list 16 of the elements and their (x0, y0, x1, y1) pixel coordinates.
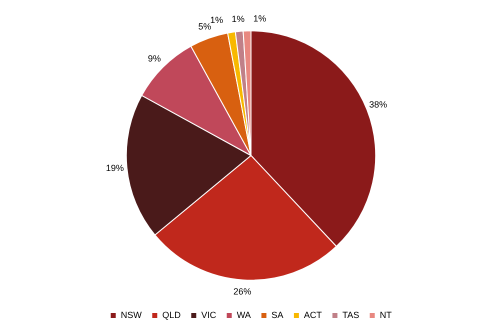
data-label: 1% (232, 14, 245, 24)
legend-label: NSW (120, 310, 142, 320)
legend-label: SA (271, 310, 284, 320)
legend-label: TAS (342, 310, 360, 320)
data-label: 1% (210, 14, 224, 25)
data-label: 9% (148, 53, 161, 64)
legend-label: NT (380, 310, 392, 320)
data-label: 5% (198, 21, 212, 32)
legend-label: VIC (201, 310, 217, 320)
data-label: 26% (233, 286, 252, 296)
data-label: 1% (253, 13, 266, 24)
data-label: 38% (369, 100, 388, 110)
legend-label: ACT (304, 310, 322, 320)
legend-label: WA (236, 310, 251, 320)
data-label: 19% (106, 162, 124, 173)
legend-label: QLD (162, 310, 182, 320)
